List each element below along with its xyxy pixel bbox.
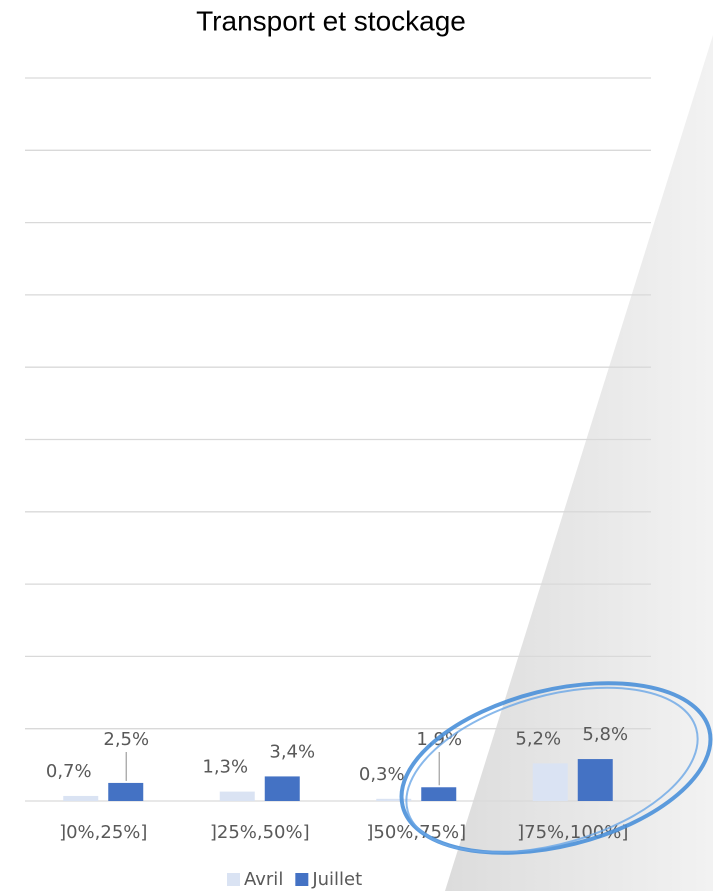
legend-label: Juillet	[311, 869, 362, 890]
bar	[63, 795, 99, 801]
bar	[532, 763, 568, 801]
bar	[264, 776, 300, 801]
data-label: 3,4%	[269, 741, 315, 762]
chart-title: Transport et stockage	[196, 5, 466, 36]
highlight-circle	[399, 681, 713, 855]
x-tick-label: ]50%,75%]	[366, 822, 466, 843]
x-tick-label: ]0%,25%]	[59, 822, 147, 843]
data-label: 0,7%	[46, 761, 92, 782]
data-label: 1,3%	[202, 757, 248, 778]
data-label: 5,2%	[515, 728, 561, 749]
highlight-circle	[405, 686, 699, 854]
data-label: 2,5%	[103, 729, 149, 750]
legend-swatch	[295, 873, 309, 886]
bar	[421, 787, 457, 801]
x-tick-label: ]25%,50%]	[210, 822, 310, 843]
plot: ]0%,25%] 0,7% 2,5% ]25%,50%] 1,3% 3,4% ]50%,75…	[25, 77, 651, 890]
bar	[108, 782, 144, 801]
bar	[219, 791, 255, 801]
legend-label: Avril	[244, 869, 283, 890]
bar	[376, 798, 412, 801]
page-curl-shadow	[445, 35, 713, 891]
data-label: 0,3%	[359, 764, 405, 785]
bar	[577, 759, 613, 801]
legend-swatch	[227, 873, 240, 886]
data-label: 5,8%	[582, 724, 628, 745]
